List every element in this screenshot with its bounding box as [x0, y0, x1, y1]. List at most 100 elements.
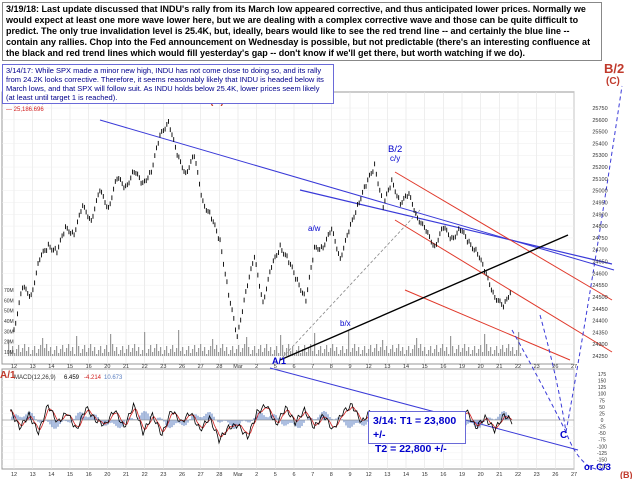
volume-bar [412, 349, 414, 356]
wave-label-aw: a/w [308, 224, 321, 233]
volume-bar [324, 349, 326, 356]
volume-bar [418, 348, 420, 356]
volume-bar [448, 354, 450, 356]
y-tick-label: 25300 [592, 153, 607, 159]
volume-bar [288, 344, 290, 356]
macd-tick-label: -125 [597, 451, 607, 457]
volume-bar [44, 348, 46, 356]
volume-bar [128, 345, 130, 356]
volume-bar [154, 348, 156, 356]
volume-bar [96, 354, 98, 356]
volume-bar [224, 351, 226, 356]
volume-bar [156, 344, 158, 356]
volume-bars [8, 330, 522, 356]
volume-bar [12, 346, 14, 356]
volume-bar [374, 348, 376, 356]
volume-bar [322, 353, 324, 356]
x-tick-label-macd: 20 [478, 472, 484, 478]
volume-bar [188, 346, 190, 356]
volume-bar [494, 350, 496, 356]
volume-bar [160, 347, 162, 356]
x-tick-label-macd: 20 [104, 472, 110, 478]
macd-tick-label: 125 [598, 385, 607, 391]
volume-bar [104, 349, 106, 356]
axis-labels: 1212131314141515161620202121222223232626… [4, 106, 608, 478]
volume-bar [264, 348, 266, 356]
volume-bar [138, 347, 140, 356]
volume-bar [266, 344, 268, 356]
volume-bar [318, 350, 320, 356]
volume-bar [178, 330, 180, 356]
volume-bar [290, 351, 292, 356]
volume-bar [130, 352, 132, 356]
macd-value-2: -4.214 [84, 375, 102, 381]
volume-bar [274, 350, 276, 356]
volume-bar [444, 351, 446, 356]
volume-bar [28, 347, 30, 356]
volume-bar [200, 344, 202, 356]
volume-bar [46, 344, 48, 356]
volume-bar [20, 352, 22, 356]
projection-path-1 [511, 329, 604, 471]
volume-bar [358, 347, 360, 356]
target-box: 3/14: T1 = 23,800 +/- T2 = 22,800 +/- [368, 411, 466, 455]
vol-tick-label: 20M [4, 340, 14, 346]
volume-bar [424, 347, 426, 356]
volume-bar [450, 336, 452, 356]
volume-bar [480, 345, 482, 356]
volume-bar [62, 345, 64, 356]
volume-bar [180, 351, 182, 356]
x-tick-label: 2 [255, 364, 258, 370]
volume-bar [72, 347, 74, 356]
volume-bar [492, 354, 494, 356]
volume-bar [194, 345, 196, 356]
volume-bar [40, 345, 42, 356]
volume-bar [64, 352, 66, 356]
volume-bar [66, 348, 68, 356]
macd-tick-label: -50 [598, 431, 605, 437]
volume-bar [16, 349, 18, 356]
volume-bar [316, 354, 318, 356]
x-tick-label-macd: 14 [48, 472, 54, 478]
volume-bar [408, 346, 410, 356]
volume-bar [344, 353, 346, 356]
y-tick-label: 24900 [592, 212, 607, 218]
y-tick-label: 24350 [592, 330, 607, 336]
volume-bar [228, 354, 230, 356]
volume-bar [190, 353, 192, 356]
target-line-1: 3/14: T1 = 23,800 +/- [373, 415, 457, 441]
red-channel-lower [404, 289, 571, 361]
x-tick-label: 14 [48, 364, 54, 370]
volume-bar [520, 353, 522, 356]
volume-bar [208, 350, 210, 356]
volume-bar [260, 345, 262, 356]
x-tick-label: 15 [67, 364, 73, 370]
wave-label-B2-right: B/2 [604, 61, 624, 76]
trend-lines [99, 85, 623, 471]
volume-bar [132, 348, 134, 356]
volume-bar [518, 332, 520, 356]
volume-bar [108, 352, 110, 356]
volume-bar [498, 353, 500, 356]
x-tick-label: 6 [292, 364, 295, 370]
volume-bar [394, 352, 396, 356]
volume-bar [496, 346, 498, 356]
x-tick-label: 16 [440, 364, 446, 370]
volume-bar [90, 344, 92, 356]
volume-bar [134, 344, 136, 356]
volume-bar [110, 334, 112, 356]
volume-bar [516, 350, 518, 356]
x-tick-label-macd: 27 [198, 472, 204, 478]
x-tick-label: 26 [179, 364, 185, 370]
volume-bar [376, 344, 378, 356]
volume-bar [346, 349, 348, 356]
volume-bar [182, 347, 184, 356]
x-tick-label: 5 [274, 364, 277, 370]
volume-bar [414, 345, 416, 356]
x-tick-label-macd: 21 [496, 472, 502, 478]
volume-bar [86, 352, 88, 356]
y-tick-label: 24400 [592, 319, 607, 325]
volume-bar [84, 345, 86, 356]
x-tick-label-macd: 26 [552, 472, 558, 478]
volume-bar [166, 346, 168, 356]
